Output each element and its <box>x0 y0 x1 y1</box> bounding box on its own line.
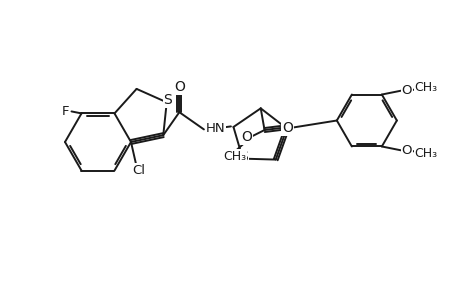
Text: O: O <box>401 84 411 97</box>
Text: O: O <box>281 121 292 135</box>
Text: CH₃: CH₃ <box>414 81 437 94</box>
Text: O: O <box>174 80 185 94</box>
Text: S: S <box>239 150 247 164</box>
Text: HN: HN <box>206 122 225 135</box>
Text: F: F <box>62 105 69 118</box>
Text: O: O <box>401 144 411 157</box>
Text: S: S <box>163 93 172 107</box>
Text: CH₃: CH₃ <box>223 149 246 163</box>
Text: Cl: Cl <box>132 164 145 176</box>
Text: CH₃: CH₃ <box>414 147 437 160</box>
Text: O: O <box>241 130 252 144</box>
